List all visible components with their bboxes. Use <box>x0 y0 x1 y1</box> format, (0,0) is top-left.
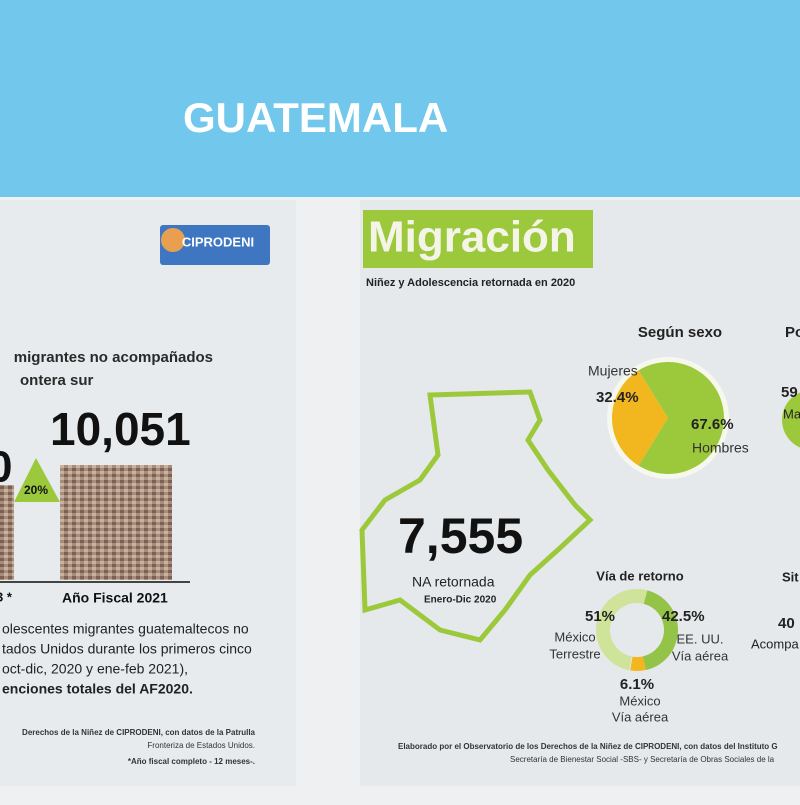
source: Fronteriza de Estados Unidos. <box>147 741 255 750</box>
cut-text: 59 <box>781 384 798 401</box>
logo: CIPRODENI <box>182 234 254 249</box>
slice <box>642 590 678 671</box>
heading: ontera sur <box>20 372 94 389</box>
section-title: Migración <box>368 213 576 262</box>
total-period: Enero-Dic 2020 <box>424 595 497 606</box>
paragraph-line: olescentes migrantes guatemaltecos no <box>2 621 249 637</box>
heading: migrantes no acompañados <box>14 349 213 366</box>
total: 7,555 <box>398 508 523 564</box>
pie-title: Según sexo <box>638 324 722 341</box>
slice <box>638 362 725 474</box>
pie-label: Hombres <box>692 440 749 456</box>
header-band <box>0 0 800 197</box>
donut-label: México <box>554 629 595 644</box>
total-label: NA retornada <box>412 574 495 590</box>
cut-text: Ma <box>783 406 800 421</box>
bar-label: 3 * <box>0 589 13 604</box>
right-panel <box>360 200 800 786</box>
pie-label: Mujeres <box>588 363 638 379</box>
slice <box>611 370 668 466</box>
change-arrow <box>14 458 60 502</box>
change-label: 20% <box>24 483 48 497</box>
donut-value: 42.5% <box>662 608 705 625</box>
cut-text: 40 <box>778 615 795 632</box>
donut-value: 6.1% <box>620 676 654 693</box>
source: Elaborado por el Observatorio de los Der… <box>398 742 778 751</box>
paragraph-line: tados Unidos durante los primeros cinco <box>2 641 252 657</box>
paragraph-line: enciones totales del AF2020. <box>2 681 193 697</box>
cut-text: Sit <box>782 569 799 584</box>
cut-text: Acompa <box>751 636 799 651</box>
source: *Año fiscal completo - 12 meses-. <box>128 757 255 766</box>
pie-value: 67.6% <box>691 416 734 433</box>
page-title: GUATEMALA <box>183 94 448 141</box>
donut-title: Vía de retorno <box>596 568 683 583</box>
bar-label: Año Fiscal 2021 <box>62 590 168 606</box>
donut-label: México <box>619 693 660 708</box>
subtitle: Niñez y Adolescencia retornada en 2020 <box>366 277 575 289</box>
source: Derechos de la Niñez de CIPRODENI, con d… <box>22 728 256 737</box>
logo-box <box>160 225 270 265</box>
title-box <box>363 210 593 268</box>
cut-pie <box>782 392 800 448</box>
bar-2021 <box>60 465 172 580</box>
bar-value: 10,051 <box>50 403 191 455</box>
pie-value: 32.4% <box>596 389 639 406</box>
bar-2020 <box>0 485 14 580</box>
logo-icon <box>161 228 185 252</box>
cut-text: Po <box>785 324 800 341</box>
paragraph-line: oct-dic, 2020 y ene-feb 2021), <box>2 661 188 677</box>
bar-value: 0 <box>0 443 12 492</box>
donut-label: EE. UU. <box>677 631 724 646</box>
slice <box>596 589 648 671</box>
map-outline <box>359 389 594 643</box>
donut-label: Terrestre <box>549 646 600 661</box>
donut-label: Vía aérea <box>672 648 729 663</box>
donut-label: Vía aérea <box>612 709 669 724</box>
donut-value: 51% <box>585 608 615 625</box>
slice <box>630 656 646 671</box>
source: Secretaría de Bienestar Social -SBS- y S… <box>510 755 775 764</box>
